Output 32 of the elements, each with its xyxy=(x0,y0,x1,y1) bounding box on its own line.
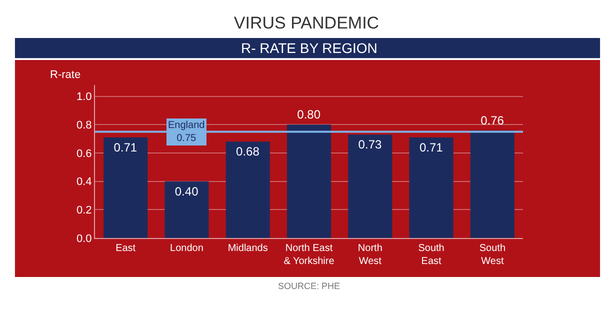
data-label: 0.80 xyxy=(297,108,321,122)
data-label: 0.40 xyxy=(174,184,199,198)
bar xyxy=(409,137,454,238)
y-tick-label: 0.6 xyxy=(76,148,92,160)
data-label: 0.71 xyxy=(114,140,138,154)
y-tick-label: 0.8 xyxy=(76,120,92,132)
bar xyxy=(286,124,332,238)
x-tick-label: South West xyxy=(479,243,506,267)
x-tick-label: London xyxy=(170,243,204,254)
bar xyxy=(104,137,148,238)
x-tick-label: East xyxy=(116,243,136,254)
x-tick-label: North East & Yorkshire xyxy=(284,243,335,267)
y-tick-label: 0.0 xyxy=(76,232,92,245)
x-tick-label: South East xyxy=(418,243,444,267)
data-label: 0.73 xyxy=(358,138,382,152)
chart-title: VIRUS PANDEMIC xyxy=(234,14,380,33)
y-tick-label: 0.4 xyxy=(76,176,92,188)
bar xyxy=(348,134,392,238)
chart-subtitle: R- RATE BY REGION xyxy=(241,40,378,56)
x-tick-label: Midlands xyxy=(228,243,268,254)
x-tick-label: North West xyxy=(358,243,382,267)
y-tick-label: 0.2 xyxy=(76,204,92,217)
data-label: 0.76 xyxy=(480,113,504,128)
y-axis-title: R-rate xyxy=(50,69,81,81)
bar xyxy=(226,142,270,238)
bar xyxy=(164,181,209,238)
data-label: 0.71 xyxy=(419,140,444,154)
ref-line-label: England 0.75 xyxy=(168,120,205,144)
data-label: 0.68 xyxy=(236,144,260,159)
source-note: SOURCE: PHE xyxy=(278,281,340,291)
y-tick-label: 1.0 xyxy=(76,91,92,104)
bar xyxy=(470,130,514,238)
